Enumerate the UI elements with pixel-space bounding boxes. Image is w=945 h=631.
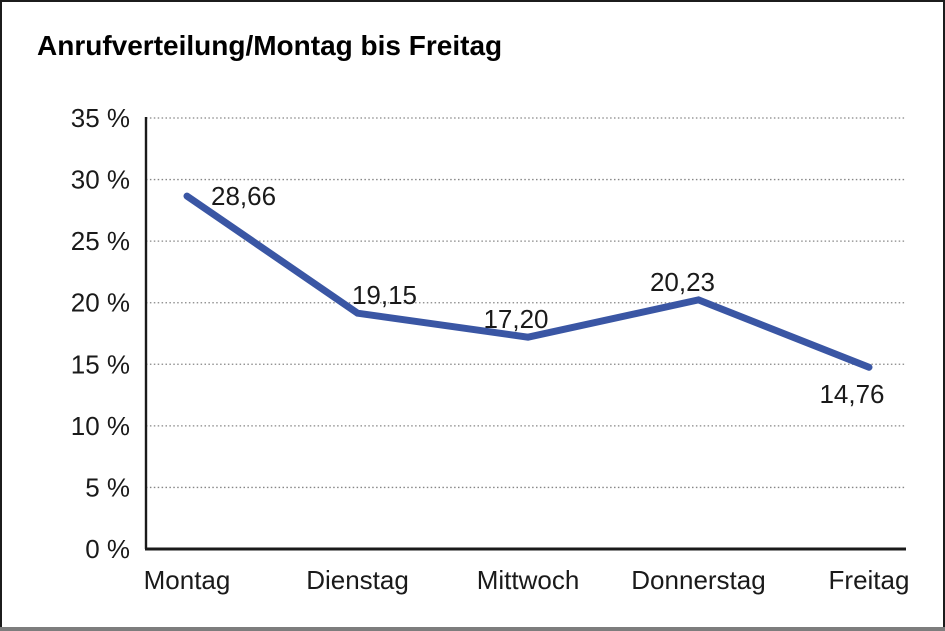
x-category-label: Donnerstag — [631, 565, 765, 595]
data-line — [183, 192, 873, 371]
data-point-label: 28,66 — [211, 181, 276, 211]
y-tick-label: 25 % — [71, 226, 130, 256]
y-tick-label: 20 % — [71, 288, 130, 318]
x-category-label: Montag — [144, 565, 231, 595]
y-tick-label: 30 % — [71, 165, 130, 195]
y-tick-label: 0 % — [85, 534, 130, 564]
x-category-label: Freitag — [829, 565, 910, 595]
y-tick-label: 15 % — [71, 349, 130, 379]
x-category-label: Mittwoch — [477, 565, 580, 595]
y-tick-label: 5 % — [85, 472, 130, 502]
data-point-label: 14,76 — [819, 379, 884, 409]
y-tick-label: 10 % — [71, 411, 130, 441]
data-point-label: 17,20 — [483, 304, 548, 334]
data-point-label: 19,15 — [352, 280, 417, 310]
y-tick-label: 35 % — [71, 103, 130, 133]
chart-title: Anrufverteilung/Montag bis Freitag — [37, 30, 503, 61]
x-category-label: Dienstag — [306, 565, 409, 595]
data-point-label: 20,23 — [650, 267, 715, 297]
